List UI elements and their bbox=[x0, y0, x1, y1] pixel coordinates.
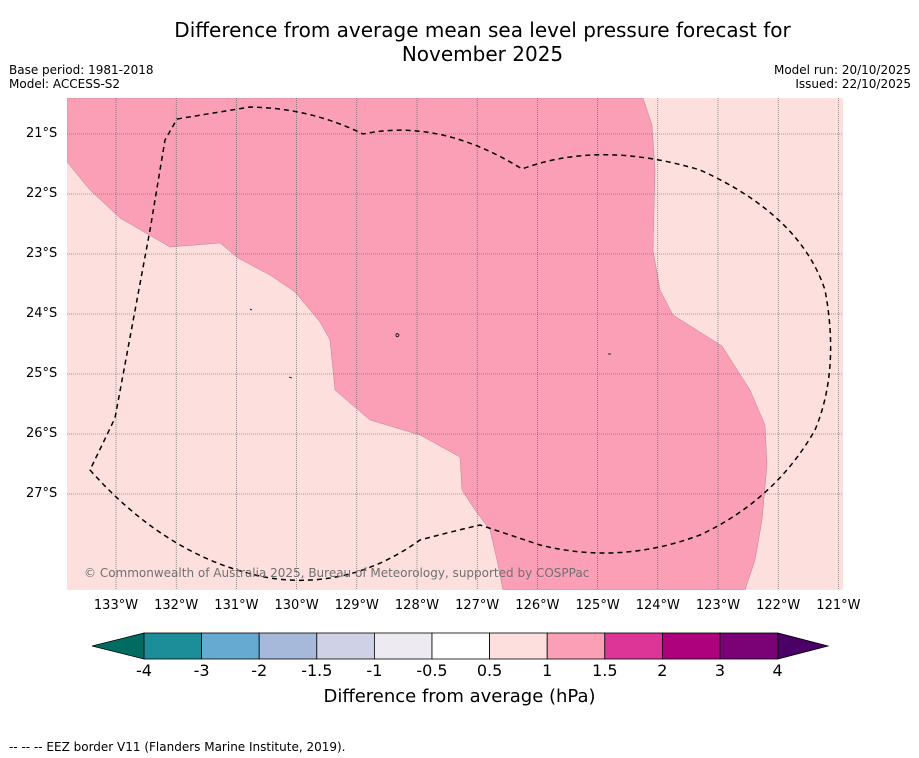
model-name: Model: ACCESS-S2 bbox=[9, 77, 121, 91]
longitude-label: 126°W bbox=[515, 598, 560, 613]
colorbar-cell bbox=[546, 632, 606, 660]
latitude-label: 21°S bbox=[26, 126, 58, 141]
issued-date: Issued: 22/10/2025 bbox=[795, 77, 911, 91]
map-area bbox=[67, 98, 843, 590]
title-line-2: November 2025 bbox=[401, 42, 564, 66]
colorbar-cell bbox=[143, 632, 202, 660]
longitude-label: 131°W bbox=[214, 598, 259, 613]
island-markers bbox=[249, 308, 611, 379]
colorbar-label: Difference from average (hPa) bbox=[323, 686, 596, 707]
latitude-label: 25°S bbox=[26, 366, 58, 381]
longitude-label: 125°W bbox=[575, 598, 620, 613]
colorbar-tick-label: -3 bbox=[193, 661, 210, 680]
chart-title: Difference from average mean sea level p… bbox=[0, 18, 919, 66]
colorbar-cell bbox=[719, 632, 778, 660]
longitude-label: 133°W bbox=[93, 598, 139, 613]
model-run: Model run: 20/10/2025 bbox=[773, 63, 911, 77]
meta-right: Model run: 20/10/2025 Issued: 22/10/2025 bbox=[774, 63, 911, 91]
colorbar-tick-label: 1.5 bbox=[592, 661, 618, 680]
colorbar-cells bbox=[143, 632, 778, 660]
colorbar-cell bbox=[316, 632, 375, 660]
colorbar-cell bbox=[258, 632, 318, 660]
longitude-label: 129°W bbox=[334, 598, 379, 613]
colorbar-tick-label: -2 bbox=[251, 661, 268, 680]
map-grid bbox=[67, 98, 843, 590]
colorbar-cell bbox=[201, 632, 260, 660]
longitude-label: 124°W bbox=[635, 598, 680, 613]
latitude-label: 26°S bbox=[26, 426, 58, 441]
colorbar-tick-label: -1.5 bbox=[301, 661, 333, 680]
longitude-label: 123°W bbox=[695, 598, 741, 613]
colorbar bbox=[91, 632, 830, 660]
eez-border bbox=[89, 106, 832, 581]
colorbar-tick-label: 1 bbox=[542, 661, 553, 680]
island-marker bbox=[288, 376, 293, 379]
colorbar-cell bbox=[431, 632, 490, 660]
colorbar-tick-label: -0.5 bbox=[416, 661, 448, 680]
colorbar-tick-label: 3 bbox=[714, 661, 726, 680]
colorbar-tick-label: -4 bbox=[136, 661, 152, 680]
longitude-label: 130°W bbox=[274, 598, 319, 613]
colorbar-tick-label: 2 bbox=[657, 661, 668, 680]
colorbar-tick-label: -1 bbox=[366, 661, 383, 680]
latitude-label: 24°S bbox=[26, 306, 58, 321]
base-period: Base period: 1981-2018 bbox=[9, 63, 154, 77]
colorbar-over-arrow bbox=[777, 632, 830, 660]
meta-left: Base period: 1981-2018 Model: ACCESS-S2 bbox=[9, 63, 154, 91]
longitude-label: 128°W bbox=[394, 598, 440, 613]
eez-footnote: -- -- -- EEZ border V11 (Flanders Marine… bbox=[9, 740, 346, 754]
longitude-label: 127°W bbox=[455, 598, 500, 613]
longitude-label: 122°W bbox=[756, 598, 801, 613]
colorbar-under-arrow bbox=[91, 632, 145, 660]
longitude-label: 132°W bbox=[154, 598, 199, 613]
longitude-label: 121°W bbox=[816, 598, 861, 613]
latitude-label: 27°S bbox=[26, 486, 58, 501]
colorbar-cell bbox=[662, 632, 721, 660]
colorbar-cell bbox=[604, 632, 663, 660]
colorbar-tick-label: 0.5 bbox=[476, 661, 503, 680]
latitude-label: 22°S bbox=[26, 186, 58, 201]
latitude-label: 23°S bbox=[26, 246, 58, 261]
island-marker bbox=[395, 333, 400, 338]
colorbar-cell bbox=[489, 632, 548, 660]
island-marker bbox=[249, 308, 253, 311]
copyright-notice: © Commonwealth of Australia 2025, Bureau… bbox=[84, 566, 590, 580]
title-line-1: Difference from average mean sea level p… bbox=[174, 18, 791, 42]
colorbar-cell bbox=[373, 632, 433, 660]
colorbar-tick-label: 4 bbox=[772, 661, 783, 680]
